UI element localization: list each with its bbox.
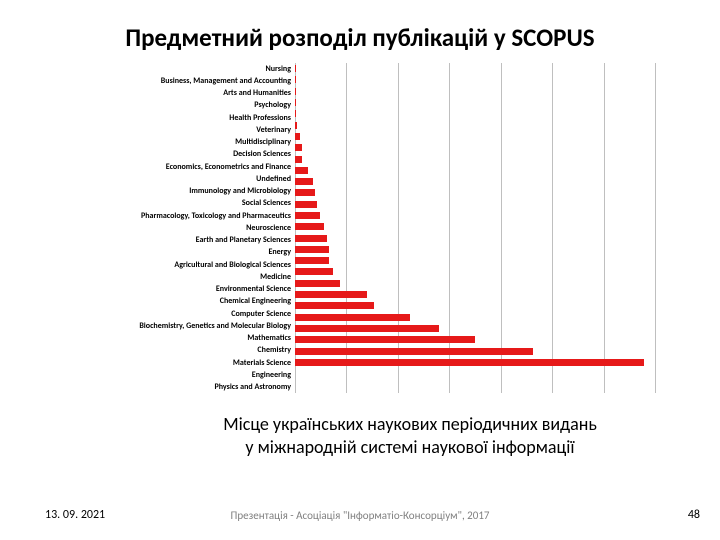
chart-title: Предметний розподіл публікацій у SCOPUS bbox=[0, 0, 720, 63]
bar bbox=[295, 268, 333, 275]
bar-row bbox=[295, 74, 655, 85]
category-label: Business, Management and Accounting bbox=[65, 75, 291, 86]
footer-credit: Презентація - Асоціація "Інформатіо-Конс… bbox=[0, 509, 720, 522]
bar bbox=[295, 99, 296, 106]
bar-row bbox=[295, 131, 655, 142]
bar bbox=[295, 178, 313, 185]
bar-row bbox=[295, 165, 655, 176]
bar-row bbox=[295, 357, 655, 368]
category-label: Decision Sciences bbox=[65, 149, 291, 160]
bar bbox=[295, 314, 410, 321]
category-label: Pharmacology, Toxicology and Pharmaceuti… bbox=[65, 210, 291, 221]
bar bbox=[295, 235, 327, 242]
bar bbox=[295, 65, 296, 72]
grid-line bbox=[655, 63, 656, 393]
category-label: Neuroscience bbox=[65, 222, 291, 233]
category-label: Undefined bbox=[65, 173, 291, 184]
bar-row bbox=[295, 334, 655, 345]
bar bbox=[295, 257, 329, 264]
category-label: Immunology and Microbiology bbox=[65, 186, 291, 197]
category-label: Biochemistry, Genetics and Molecular Bio… bbox=[65, 320, 291, 331]
bar-row bbox=[295, 63, 655, 74]
bar bbox=[295, 348, 533, 355]
bar bbox=[295, 76, 296, 83]
bar bbox=[295, 246, 329, 253]
bar-row bbox=[295, 187, 655, 198]
bar-row bbox=[295, 289, 655, 300]
bar-row bbox=[295, 86, 655, 97]
bar-row bbox=[295, 176, 655, 187]
category-label: Agricultural and Biological Sciences bbox=[65, 259, 291, 270]
category-label: Psychology bbox=[65, 100, 291, 111]
category-label: Veterinary bbox=[65, 124, 291, 135]
bar bbox=[295, 167, 308, 174]
bar-row bbox=[295, 119, 655, 130]
bar-row bbox=[295, 244, 655, 255]
bar bbox=[295, 88, 296, 95]
bar-row bbox=[295, 323, 655, 334]
subtitle: Місце українських наукових періодичних в… bbox=[0, 413, 720, 458]
bars bbox=[295, 63, 655, 393]
slide: Предметний розподіл публікацій у SCOPUS … bbox=[0, 0, 720, 540]
category-label: Earth and Planetary Sciences bbox=[65, 235, 291, 246]
bar-row bbox=[295, 221, 655, 232]
category-label: Energy bbox=[65, 247, 291, 258]
bar bbox=[295, 133, 300, 140]
category-label: Engineering bbox=[65, 369, 291, 380]
bar-row bbox=[295, 153, 655, 164]
bar-row bbox=[295, 199, 655, 210]
bar bbox=[295, 156, 302, 163]
bar-row bbox=[295, 266, 655, 277]
bar-row bbox=[295, 97, 655, 108]
bar-row bbox=[295, 255, 655, 266]
bar-row bbox=[295, 278, 655, 289]
footer: 13. 09. 2021 Презентація - Асоціація "Ін… bbox=[0, 509, 720, 522]
bar bbox=[295, 336, 475, 343]
bar bbox=[295, 189, 315, 196]
bar-row bbox=[295, 108, 655, 119]
bar bbox=[295, 325, 439, 332]
bar-row bbox=[295, 312, 655, 323]
bar-row bbox=[295, 142, 655, 153]
page-number: 48 bbox=[688, 508, 700, 522]
category-label: Nursing bbox=[65, 63, 291, 74]
bar bbox=[295, 280, 340, 287]
category-label: Chemistry bbox=[65, 345, 291, 356]
category-label: Chemical Engineering bbox=[65, 296, 291, 307]
category-label: Economics, Econometrics and Finance bbox=[65, 161, 291, 172]
bar bbox=[295, 212, 320, 219]
bar bbox=[295, 302, 374, 309]
bar bbox=[295, 122, 297, 129]
bar-row bbox=[295, 300, 655, 311]
bar bbox=[295, 144, 302, 151]
bar bbox=[295, 291, 367, 298]
bar bbox=[295, 201, 317, 208]
bar bbox=[295, 223, 324, 230]
category-label: Environmental Science bbox=[65, 284, 291, 295]
footer-date: 13. 09. 2021 bbox=[45, 508, 105, 522]
category-label: Medicine bbox=[65, 271, 291, 282]
category-label: Mathematics bbox=[65, 333, 291, 344]
bar-row bbox=[295, 345, 655, 356]
category-label: Arts and Humanities bbox=[65, 88, 291, 99]
plot-area bbox=[295, 63, 655, 393]
category-label: Computer Science bbox=[65, 308, 291, 319]
category-label: Physics and Astronomy bbox=[65, 382, 291, 393]
bar bbox=[295, 359, 644, 366]
bar-chart: NursingBusiness, Management and Accounti… bbox=[65, 63, 655, 393]
category-label: Multidisciplinary bbox=[65, 137, 291, 148]
bar-row bbox=[295, 210, 655, 221]
bar bbox=[295, 110, 296, 117]
category-label: Health Professions bbox=[65, 112, 291, 123]
category-labels: NursingBusiness, Management and Accounti… bbox=[65, 63, 295, 393]
bar-row bbox=[295, 232, 655, 243]
category-label: Social Sciences bbox=[65, 198, 291, 209]
category-label: Materials Science bbox=[65, 357, 291, 368]
